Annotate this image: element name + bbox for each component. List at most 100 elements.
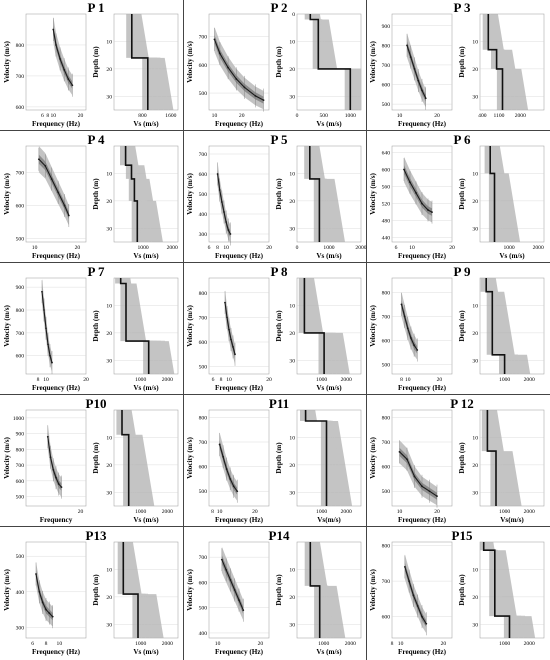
x-tick-label: 20 [239,113,245,119]
frequency-axis-label: Frequency (Hz) [215,648,264,656]
dispersion-frame [25,541,87,639]
vs-uncertainty-band [304,542,346,638]
vs-alt-profile [312,13,362,110]
dispersion-frame [25,409,87,507]
panel-svg: P 12 500 600 700 800 10 20 Velocity (m/s) Freque… [369,396,545,524]
depth-tick-label: 30 [472,490,478,496]
dispersion-point [425,622,428,625]
vs-tick-label: 2000 [341,509,352,515]
x-tick-label: 6 [212,377,215,383]
x-tick-label: 10 [217,509,223,515]
y-tick-label: 300 [16,625,25,631]
dispersion-point [415,192,417,194]
dispersion-frame [25,13,87,111]
depth-axis-label: Depth (m) [458,46,466,78]
dispersion-frame [25,277,87,375]
dispersion-point [403,315,406,318]
y-tick-label: 440 [382,236,391,242]
y-tick-label: 800 [382,43,391,49]
frequency-axis-label: Frequency (Hz) [398,516,447,524]
dispersion-point [254,94,257,97]
dispersion-point [220,558,223,561]
vs-tick-label: 1600 [165,113,176,119]
dispersion-frame [391,145,453,243]
dispersion-point [413,67,416,70]
vs-tick-label: 1000 [318,641,329,647]
depth-tick-label: 10 [472,435,478,441]
vs-profile-line [309,146,321,242]
dispersion-frame [391,409,453,507]
frequency-axis-label: Frequency (Hz) [215,516,264,524]
dispersion-curve [221,559,244,611]
dispersion-point [67,78,70,80]
dispersion-point [416,605,419,607]
dispersion-point [41,290,43,293]
vs-tick-label: 2000 [162,377,173,383]
vs-alt-profile [489,13,513,111]
x-tick-label: 20 [78,113,84,119]
frequency-axis-label: Frequency (Hz) [398,120,447,128]
panel-12: P 12 500 600 700 800 10 20 Velocity (m/s) Freque… [366,396,549,528]
depth-axis-label: Depth (m) [92,46,100,78]
panel-divider [0,262,550,263]
panel-divider [0,130,550,131]
depth-axis-label: Depth (m) [275,442,283,474]
y-tick-label: 400 [199,631,208,637]
dispersion-point [413,344,416,347]
depth-tick-label: 10 [472,567,478,573]
dispersion-point [236,490,239,493]
panel-2: P 2 500 600 700 10 20 Velocity (m/s) Frequency … [183,0,366,132]
x-tick-label: 8 [37,377,40,383]
depth-tick-label: 10 [106,435,112,441]
dispersion-frame [208,277,270,375]
panel-svg: P 6 440 480 520 560 600 640 6 10 20 Velocity (m/s)… [369,132,545,260]
y-tick-label: 500 [382,489,391,495]
panel-title: P 3 [454,0,471,15]
dispersion-point [406,327,409,330]
dispersion-point [406,44,408,47]
dispersion-point [427,209,429,211]
y-tick-label: 600 [199,340,208,346]
dispersion-point [45,608,47,611]
panel-svg: P10 500 600 700 800 900 1000 20 Velocity (m/s) Fr… [3,396,179,524]
vs-tick-label: 1000 [323,245,334,251]
depth-tick-label: 20 [289,199,295,205]
vs-tick-label: 2000 [167,245,178,251]
vs-alt-profile [486,277,517,375]
vs-tick-label: 400 [478,113,487,119]
dispersion-point [227,229,230,231]
panel-10: P10 500 600 700 800 900 1000 20 Velocity (m/s) Fr… [0,396,183,528]
velocity-axis-label: Velocity (m/s) [369,436,377,478]
vs-tick-label: 1000 [135,377,146,383]
frequency-axis-label: Frequency (Hz) [215,120,264,128]
panel-15: P15 600 700 800 8 10 20 Velocity (m/s) Frequency… [366,528,549,660]
x-tick-label: 20 [434,509,440,515]
dispersion-frame [25,145,87,243]
dispersion-point [412,594,415,597]
dispersion-curve [399,451,438,497]
x-tick-label: 6 [31,641,34,647]
dispersion-frame [391,541,453,639]
depth-tick-label: 10 [289,435,295,441]
vs-profile-line [486,410,497,506]
y-tick-label: 560 [382,185,391,191]
vs-axis-label: Vs(m/s) [500,516,524,524]
velocity-axis-label: Velocity (m/s) [3,172,11,214]
vs-alt-profile [490,13,522,111]
depth-tick-label: 20 [289,595,295,601]
vs-axis-label: Vs (m/s) [133,120,159,128]
dispersion-point [262,99,265,102]
dispersion-point [232,346,234,348]
vs-profile-line [309,14,352,110]
y-tick-label: 800 [16,43,25,49]
x-tick-label: 20 [437,377,443,383]
panel-divider [183,0,184,660]
vs-tick-label: 2000 [162,641,173,647]
panel-3: P 3 500 600 700 800 900 10 20 Velocity (m/s) Freq… [366,0,549,132]
dispersion-point [41,601,44,604]
vs-tick-label: 2000 [341,377,352,383]
y-tick-label: 500 [199,365,208,371]
depth-tick-label: 20 [472,67,478,73]
dispersion-point [228,328,230,331]
